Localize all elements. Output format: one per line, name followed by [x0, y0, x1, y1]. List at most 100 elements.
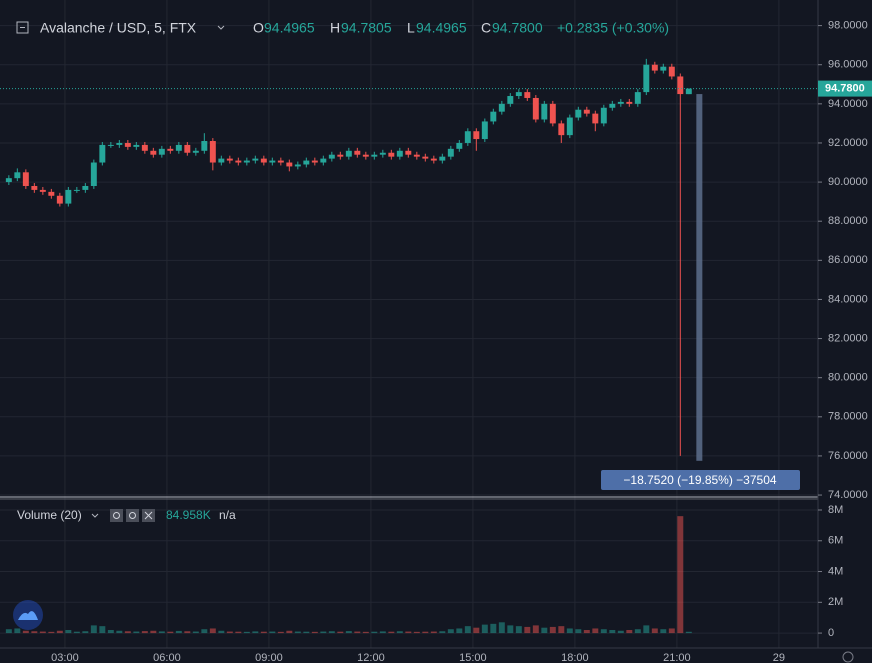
- candle-body: [473, 131, 480, 140]
- volume-bar: [184, 631, 191, 634]
- settings-gear[interactable]: [842, 651, 854, 663]
- candle-body: [566, 117, 573, 136]
- open-value: 94.4965: [264, 20, 315, 36]
- candle-body: [260, 158, 267, 163]
- candle-body: [303, 160, 310, 165]
- volume-bar: [286, 630, 293, 634]
- volume-title[interactable]: Volume (20): [17, 508, 82, 522]
- volume-bar: [685, 631, 692, 634]
- volume-tick-label: 4M: [828, 565, 843, 577]
- candle-body: [345, 150, 352, 157]
- candle-body: [515, 92, 522, 97]
- candle-body: [124, 142, 131, 147]
- volume-bar: [609, 630, 616, 634]
- candle-body: [141, 144, 148, 151]
- candle-body: [65, 189, 72, 204]
- candle-body: [277, 160, 284, 163]
- open-label: O: [253, 20, 264, 36]
- volume-bar: [379, 631, 386, 634]
- volume-bar: [209, 628, 216, 634]
- chevron: [217, 25, 225, 30]
- volume-bar: [371, 631, 378, 634]
- measure-label-box: [601, 470, 800, 490]
- volume-bar: [39, 631, 46, 634]
- candle-body: [651, 64, 658, 71]
- chevron: [91, 513, 99, 518]
- volume-bar: [294, 631, 301, 634]
- volume-bar: [90, 625, 97, 634]
- volume-bar: [583, 630, 590, 634]
- volume-bar: [362, 631, 369, 634]
- remove-icon: [144, 511, 153, 520]
- candle-body: [39, 189, 46, 192]
- volume-bar: [260, 631, 267, 634]
- volume-bar: [405, 631, 412, 634]
- candle-body: [592, 113, 599, 124]
- volume-bar: [413, 631, 420, 634]
- high-value: 94.7805: [341, 20, 392, 36]
- volume-bar: [575, 629, 582, 634]
- volume-tick-label: 0: [828, 627, 834, 639]
- volume-bar: [99, 626, 106, 634]
- logo-icon: [18, 611, 38, 620]
- volume-tick-label: 6M: [828, 535, 843, 547]
- volume-bar: [235, 631, 242, 634]
- symbol[interactable]: Avalanche / USD, 5, FTX: [40, 20, 197, 36]
- y-tick-label: 90.0000: [828, 176, 868, 188]
- volume-bar: [507, 625, 514, 634]
- hide-button[interactable]: [110, 509, 123, 522]
- candle-body: [507, 96, 514, 104]
- candle-body: [311, 160, 318, 163]
- candle-body: [294, 164, 301, 167]
- candle-body: [107, 144, 114, 146]
- x-tick-label: 06:00: [153, 652, 181, 663]
- volume-bar: [243, 631, 250, 634]
- candle-body: [90, 162, 97, 186]
- volume-bar: [22, 630, 29, 634]
- volume-bar: [515, 626, 522, 634]
- candle-body: [209, 141, 216, 163]
- candle-body: [22, 172, 29, 186]
- volume-bar: [541, 627, 548, 634]
- last-price-label: 94.7800: [825, 82, 865, 94]
- collapse-button[interactable]: [16, 21, 29, 34]
- volume-bar: [320, 631, 327, 634]
- candle-body: [558, 123, 565, 136]
- candle-body: [226, 158, 233, 161]
- settings-button[interactable]: [126, 509, 139, 522]
- volume-bar: [524, 626, 531, 634]
- volume-bar: [651, 628, 658, 634]
- candle-body: [439, 156, 446, 161]
- candle-body: [286, 162, 293, 167]
- candle-body: [583, 109, 590, 114]
- candle-body: [685, 88, 692, 95]
- candle-body: [362, 154, 369, 157]
- plot: [5, 58, 692, 634]
- candle-body: [116, 142, 123, 145]
- y-tick-label: 88.0000: [828, 215, 868, 227]
- candle-body: [677, 76, 684, 95]
- candle-body: [430, 158, 437, 161]
- y-tick-label: 92.0000: [828, 137, 868, 149]
- volume-bar: [107, 630, 114, 634]
- candle-body: [617, 101, 624, 104]
- candle-body: [524, 92, 531, 98]
- volume-bar: [430, 631, 437, 634]
- volume-ma: n/a: [219, 508, 236, 522]
- volume-bar: [14, 628, 21, 634]
- candle-body: [626, 101, 633, 104]
- candle-body: [31, 185, 38, 190]
- volume-bar: [192, 631, 199, 634]
- candle-body: [337, 154, 344, 157]
- x-tick-label: 03:00: [51, 652, 79, 663]
- candle-body: [609, 103, 616, 108]
- x-tick-label: 21:00: [663, 652, 691, 663]
- candle-body: [371, 154, 378, 157]
- candle-body: [252, 158, 259, 161]
- candle-body: [481, 121, 488, 140]
- candle-body: [379, 152, 386, 155]
- candle-body: [422, 156, 429, 159]
- x-tick-label: 15:00: [459, 652, 487, 663]
- candle-body: [354, 150, 361, 155]
- candle-body: [456, 142, 463, 149]
